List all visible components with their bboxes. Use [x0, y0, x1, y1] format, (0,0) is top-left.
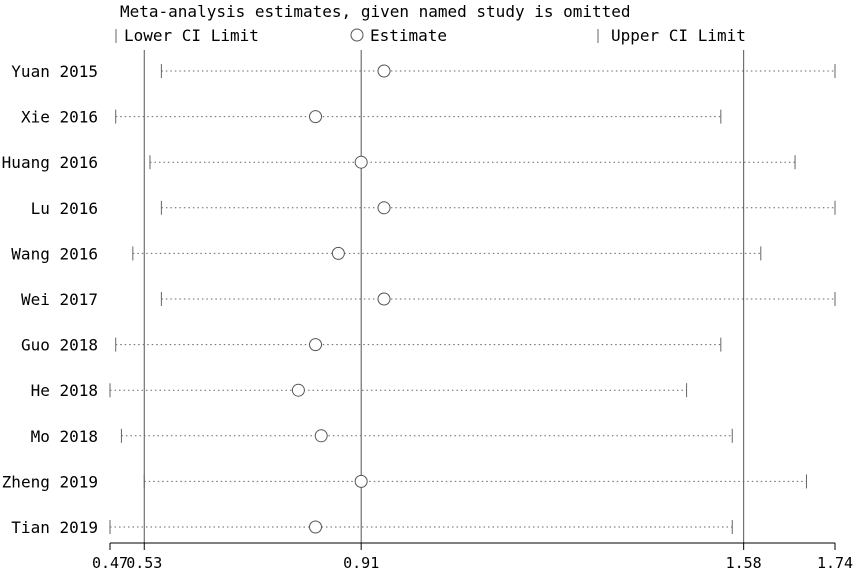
study-label: He 2018 [31, 381, 98, 400]
study-label: Zheng 2019 [2, 472, 98, 491]
study-row: Mo 2018 [31, 427, 733, 446]
study-row: Wang 2016 [11, 244, 762, 263]
x-tick-label: 0.91 [343, 554, 379, 572]
study-label: Yuan 2015 [11, 62, 98, 81]
x-axis-ticks: 0.470.53 0.91 1.58 1.74 [92, 543, 853, 572]
study-row: Huang 2016 [2, 153, 796, 172]
estimate-point [309, 338, 323, 352]
study-row: He 2018 [31, 381, 688, 400]
study-label: Xie 2016 [21, 108, 98, 127]
study-label: Wei 2017 [21, 290, 98, 309]
study-row: Zheng 2019 [2, 472, 807, 491]
chart-title: Meta-analysis estimates, given named stu… [120, 2, 631, 21]
estimate-point [377, 201, 391, 215]
study-row: Tian 2019 [11, 518, 733, 537]
legend: Lower CI Limit Estimate Upper CI Limit [115, 26, 746, 45]
x-tick-label: 1.74 [817, 554, 853, 572]
study-label: Wang 2016 [11, 244, 98, 263]
legend-estimate-marker [350, 28, 364, 42]
estimate-point [331, 246, 345, 260]
study-row: Guo 2018 [21, 336, 722, 355]
estimate-point [354, 155, 368, 169]
study-row: Wei 2017 [21, 290, 836, 309]
estimate-point [309, 110, 323, 124]
estimate-point [314, 429, 328, 443]
legend-upper-label: Upper CI Limit [611, 26, 746, 45]
estimate-point [377, 64, 391, 78]
study-label: Tian 2019 [11, 518, 98, 537]
study-label: Mo 2018 [31, 427, 98, 446]
estimate-point [309, 520, 323, 534]
x-tick-label: 0.53 [126, 554, 162, 572]
study-label: Lu 2016 [31, 199, 98, 218]
reference-lines [143, 50, 745, 543]
study-row: Lu 2016 [31, 199, 836, 218]
study-label: Huang 2016 [2, 153, 98, 172]
estimate-point [291, 383, 305, 397]
study-row: Yuan 2015 [11, 62, 836, 81]
estimate-point [354, 474, 368, 488]
x-tick-label: 0.47 [92, 554, 128, 572]
legend-lower-label: Lower CI Limit [124, 26, 259, 45]
estimate-point [377, 292, 391, 306]
x-tick-label: 1.58 [726, 554, 762, 572]
study-rows: Yuan 2015 Xie 2016 Huang 2016 Lu 2016 Wang 2… [2, 62, 836, 537]
study-row: Xie 2016 [21, 108, 722, 127]
study-label: Guo 2018 [21, 336, 98, 355]
legend-estimate-label: Estimate [370, 26, 447, 45]
